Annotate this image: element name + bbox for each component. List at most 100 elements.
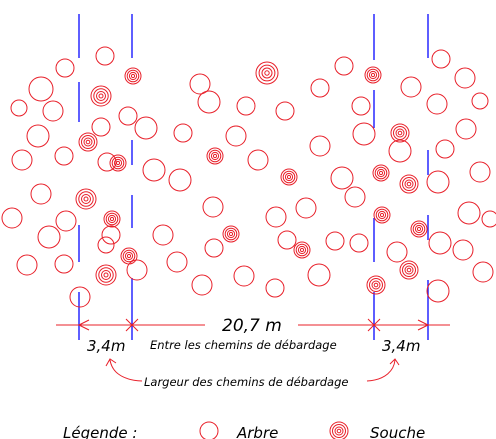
tree-symbol bbox=[30, 183, 52, 205]
tree-symbol bbox=[426, 279, 450, 303]
tree-symbol bbox=[197, 90, 221, 114]
tree-symbol bbox=[344, 186, 366, 208]
road-caption-arrow-right bbox=[366, 358, 400, 382]
tree-symbol bbox=[388, 139, 412, 163]
tree-symbol bbox=[69, 286, 91, 308]
tree-symbol bbox=[54, 146, 74, 166]
stump-symbol bbox=[78, 132, 98, 152]
tree-symbol bbox=[168, 168, 192, 192]
tree-symbol bbox=[309, 135, 331, 157]
stump-symbol bbox=[90, 85, 112, 107]
tree-symbol bbox=[11, 149, 33, 171]
dimension-arrow-left-trail-start bbox=[78, 319, 90, 331]
tree-symbol bbox=[310, 78, 330, 98]
stump-symbol bbox=[75, 188, 97, 210]
tree-symbol bbox=[1, 207, 23, 229]
stump-symbol bbox=[410, 220, 428, 238]
tree-symbol bbox=[426, 170, 450, 194]
dimension-arrow-right-trail-end bbox=[417, 319, 429, 331]
tree-symbol bbox=[386, 241, 408, 263]
dimension-lines bbox=[56, 318, 450, 382]
dimension-tick-right-inner bbox=[367, 318, 381, 332]
tree-symbol bbox=[351, 96, 371, 116]
tree-symbol bbox=[97, 236, 115, 254]
tree-symbol bbox=[431, 49, 451, 69]
tree-symbol bbox=[247, 149, 269, 171]
stump-symbol bbox=[372, 164, 390, 182]
total-distance-label: 20,7 m bbox=[222, 316, 282, 336]
stump-symbol bbox=[120, 247, 138, 265]
tree-symbol bbox=[54, 254, 74, 274]
tree-symbol bbox=[10, 99, 28, 117]
tree-symbol bbox=[471, 92, 489, 110]
legend: Légende : Arbre Souche bbox=[63, 421, 425, 439]
right-trail-width-label: 3,4m bbox=[382, 337, 420, 355]
tree-symbol bbox=[204, 238, 224, 258]
tree-symbol bbox=[97, 152, 117, 172]
stump-symbol bbox=[364, 66, 382, 84]
tree-symbol bbox=[95, 46, 115, 66]
tree-symbol bbox=[325, 231, 345, 251]
trail-width-caption: Largeur des chemins de débardage bbox=[144, 375, 348, 389]
stump-symbol bbox=[103, 210, 121, 228]
skid-trail-lines bbox=[78, 14, 429, 340]
tree-symbol bbox=[277, 230, 297, 250]
tree-symbol bbox=[189, 73, 211, 95]
stumps-layer bbox=[75, 61, 428, 295]
stump-symbol bbox=[222, 225, 240, 243]
stump-symbol bbox=[109, 154, 127, 172]
tree-symbol bbox=[469, 161, 491, 183]
tree-symbol bbox=[295, 197, 317, 219]
legend-stump-icon bbox=[329, 421, 349, 439]
tree-symbol bbox=[55, 58, 75, 78]
legend-title: Légende : bbox=[63, 424, 137, 439]
tree-symbol bbox=[134, 116, 158, 140]
tree-symbol bbox=[191, 274, 213, 296]
stump-symbol bbox=[399, 260, 419, 280]
tree-symbol bbox=[454, 67, 476, 89]
legend-stump-label: Souche bbox=[370, 424, 425, 439]
tree-symbol bbox=[37, 225, 61, 249]
tree-symbol bbox=[42, 100, 64, 122]
tree-symbol bbox=[265, 206, 287, 228]
tree-symbol bbox=[481, 210, 496, 228]
tree-symbol bbox=[173, 123, 193, 143]
tree-symbol bbox=[126, 259, 148, 281]
stump-symbol bbox=[206, 147, 224, 165]
dimension-tick-left-inner bbox=[125, 318, 139, 332]
tree-symbol bbox=[265, 278, 285, 298]
tree-symbol bbox=[166, 251, 188, 273]
stump-symbol bbox=[255, 61, 279, 85]
stump-symbol bbox=[366, 275, 386, 295]
total-distance-caption: Entre les chemins de débardage bbox=[150, 338, 337, 352]
tree-symbol bbox=[455, 118, 477, 140]
tree-symbol bbox=[472, 261, 494, 283]
tree-symbol bbox=[275, 101, 295, 121]
tree-symbol bbox=[225, 125, 247, 147]
stump-symbol bbox=[280, 168, 298, 186]
tree-symbol bbox=[334, 56, 354, 76]
tree-symbol bbox=[330, 166, 354, 190]
legend-tree-icon bbox=[199, 421, 219, 439]
stump-symbol bbox=[373, 206, 391, 224]
tree-symbol bbox=[55, 210, 77, 232]
tree-symbol bbox=[16, 254, 38, 276]
tree-symbol bbox=[152, 224, 174, 246]
tree-symbol bbox=[426, 93, 448, 115]
tree-symbol bbox=[118, 106, 138, 126]
left-trail-width-label: 3,4m bbox=[87, 337, 125, 355]
tree-symbol bbox=[142, 158, 166, 182]
tree-symbol bbox=[435, 139, 455, 159]
tree-symbol bbox=[202, 196, 224, 218]
tree-symbol bbox=[400, 76, 422, 98]
stump-symbol bbox=[293, 241, 311, 259]
stump-symbol bbox=[390, 123, 410, 143]
legend-tree-label: Arbre bbox=[236, 424, 278, 439]
stump-symbol bbox=[95, 264, 117, 286]
trees-layer bbox=[1, 46, 496, 308]
stump-symbol bbox=[124, 67, 142, 85]
stump-symbol bbox=[399, 174, 419, 194]
tree-symbol bbox=[233, 265, 255, 287]
